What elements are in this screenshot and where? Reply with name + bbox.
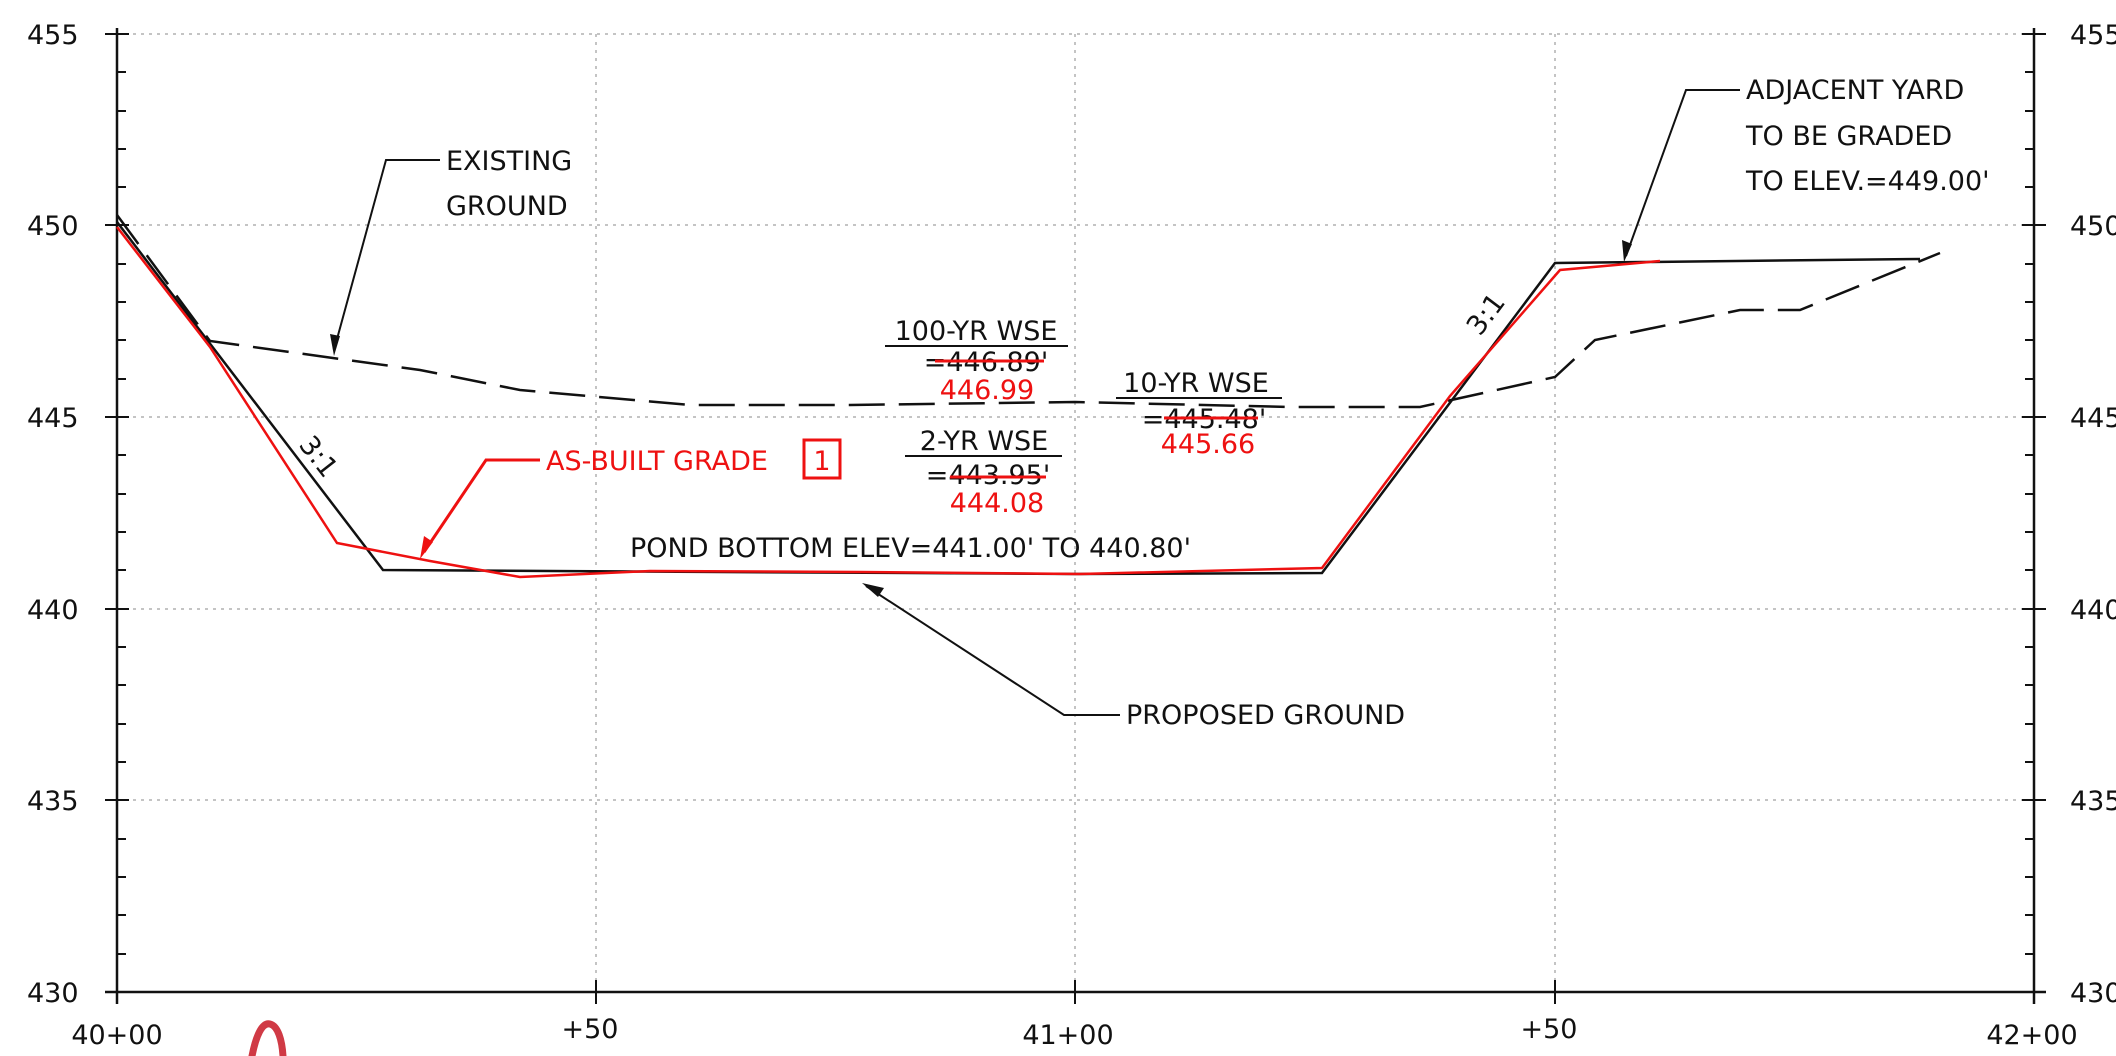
right-major-ticks <box>2022 33 2046 801</box>
right-minor-ticks <box>2025 71 2034 955</box>
wse-100yr-label: 100-YR WSE <box>895 316 1058 347</box>
wse-10yr-label: 10-YR WSE <box>1123 368 1269 399</box>
x-label-4100: 41+00 <box>1022 1020 1113 1051</box>
adjacent-yard-label-3: TO ELEV.=449.00' <box>1745 166 1990 197</box>
y-axis-labels-right: 455 450 445 440 435 430 <box>2070 20 2116 1009</box>
y-label-455: 455 <box>27 20 79 51</box>
as-built-leader <box>422 458 540 553</box>
adjacent-yard-arrowhead <box>1622 240 1632 262</box>
existing-ground-label-2: GROUND <box>446 191 568 222</box>
bottom-major-ticks <box>595 980 1556 1004</box>
proposed-ground-leader <box>865 585 1120 716</box>
existing-ground-label-1: EXISTING <box>446 146 572 177</box>
proposed-ground-arrowhead <box>862 583 884 597</box>
existing-ground-line <box>115 214 1941 409</box>
adjacent-yard-callout: ADJACENT YARD TO BE GRADED TO ELEV.=449.… <box>1622 75 1990 262</box>
x-label-4200: 42+00 <box>1986 1020 2077 1051</box>
x-label-plus50-a: +50 <box>562 1014 619 1045</box>
wse-100yr-as-built: 446.99 <box>940 375 1034 406</box>
y-label-440: 440 <box>27 595 79 626</box>
as-built-tag-box <box>802 438 842 480</box>
left-minor-ticks <box>117 71 126 955</box>
adjacent-yard-label-1: ADJACENT YARD <box>1746 75 1964 106</box>
y-label-right-450: 450 <box>2070 211 2116 242</box>
x-label-4000: 40+00 <box>71 1020 162 1051</box>
wse-2yr-as-built: 444.08 <box>950 488 1044 519</box>
existing-ground-arrowhead <box>330 334 340 356</box>
y-label-430: 430 <box>27 978 79 1009</box>
proposed-ground-label: PROPOSED GROUND <box>1126 700 1405 731</box>
y-label-right-455: 455 <box>2070 20 2116 51</box>
existing-ground-callout: EXISTING GROUND <box>330 146 572 356</box>
wse-2yr-label: 2-YR WSE <box>920 426 1048 457</box>
x-axis-labels: 40+00 +50 41+00 +50 42+00 <box>71 1014 2077 1051</box>
y-label-right-445: 445 <box>2070 403 2116 434</box>
y-axis-labels-left: 455 450 445 440 435 430 <box>27 20 79 1009</box>
as-built-grade-callout: AS-BUILT GRADE 1 <box>420 438 842 559</box>
y-label-right-430: 430 <box>2070 978 2116 1009</box>
tick-marks <box>105 33 2046 1004</box>
adjacent-yard-leader <box>1625 89 1740 257</box>
wse-2yr: 2-YR WSE =443.95' 444.08 <box>905 426 1062 519</box>
wse-10yr: 10-YR WSE =445.48' 445.66 <box>1116 368 1282 460</box>
x-label-plus50-b: +50 <box>1521 1014 1578 1045</box>
proposed-ground-callout: PROPOSED GROUND <box>862 583 1405 731</box>
adjacent-yard-label-2: TO BE GRADED <box>1745 121 1952 152</box>
as-built-grade-label: AS-BUILT GRADE <box>546 446 768 477</box>
y-label-right-440: 440 <box>2070 595 2116 626</box>
as-built-grade-line <box>116 226 1661 579</box>
y-label-450: 450 <box>27 211 79 242</box>
slope-label-left: 3:1 <box>292 430 343 483</box>
as-built-arrowhead <box>420 536 433 559</box>
signature-mark <box>248 1020 287 1056</box>
y-label-445: 445 <box>27 403 79 434</box>
pond-bottom-label: POND BOTTOM ELEV=441.00' TO 440.80' <box>630 533 1191 564</box>
y-label-right-435: 435 <box>2070 786 2116 817</box>
existing-ground-leader <box>333 159 440 351</box>
as-built-tag-number: 1 <box>813 446 830 477</box>
wse-10yr-as-built: 445.66 <box>1161 429 1255 460</box>
left-major-ticks <box>105 33 129 801</box>
y-label-435: 435 <box>27 786 79 817</box>
wse-100yr: 100-YR WSE =446.89' 446.99 <box>885 316 1068 406</box>
proposed-ground-line <box>116 221 1921 576</box>
